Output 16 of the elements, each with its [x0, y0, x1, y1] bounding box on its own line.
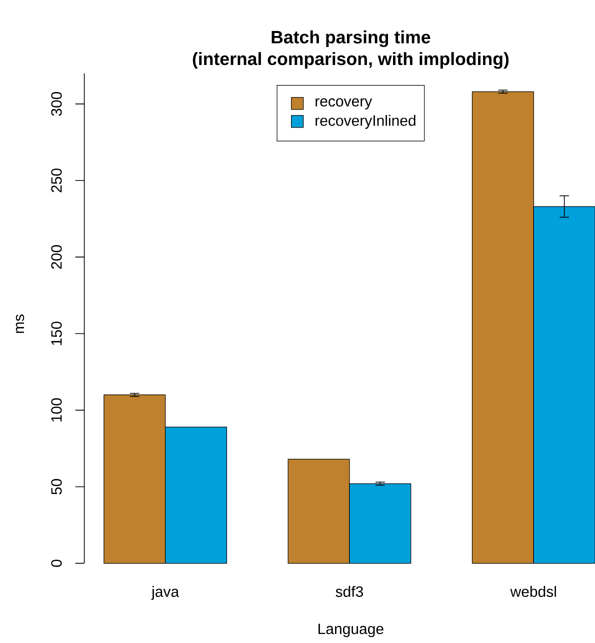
- legend-label: recovery: [316, 98, 372, 110]
- chart-subtitle: (internal comparison, with imploding): [192, 52, 509, 69]
- y-tick-label: 150: [51, 322, 62, 345]
- x-tick-label: webdsl: [510, 586, 556, 597]
- y-tick-label: 0: [51, 560, 62, 567]
- chart-title: Batch parsing time: [272, 30, 430, 48]
- legend-label: recoveryInlined: [316, 114, 416, 129]
- y-axis-title: ms: [16, 314, 24, 333]
- x-tick-label: java: [151, 586, 180, 600]
- y-tick-label: 200: [51, 245, 62, 269]
- x-tick-label: sdf3: [336, 586, 363, 597]
- y-tick-label: 100: [51, 398, 62, 422]
- y-tick-label: 250: [51, 168, 62, 192]
- y-tick-label: 50: [51, 478, 62, 494]
- y-tick-label: 300: [51, 92, 62, 116]
- x-axis-title: Language: [318, 624, 384, 638]
